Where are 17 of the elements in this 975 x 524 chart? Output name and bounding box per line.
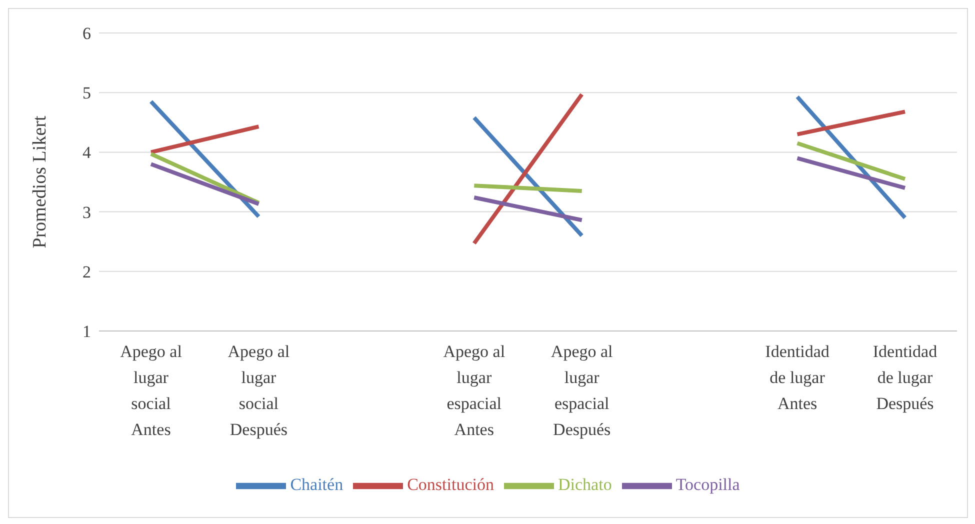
y-tick-label: 6	[82, 24, 91, 44]
y-axis-title: Promedios Likert	[30, 115, 51, 248]
y-tick-label: 5	[82, 84, 91, 103]
x-tick-label: Apego al lugar espacial Después	[550, 342, 614, 439]
y-tick-label: 2	[82, 262, 91, 282]
y-tick-label: 3	[82, 202, 91, 222]
y-tick-label: 1	[82, 322, 91, 342]
x-tick-label: Apego al lugar social Después	[228, 342, 290, 439]
legend-label: Tocopilla	[676, 474, 740, 494]
legend-label: Dichato	[558, 474, 612, 494]
x-tick-label: Apego al lugar espacial Antes	[443, 342, 506, 439]
x-tick-label: Apego al lugar social Antes	[120, 342, 182, 439]
legend-label: Constitución	[407, 474, 494, 494]
x-tick-label: Identidad de lugar Después	[872, 342, 938, 413]
legend-label: Chaitén	[290, 474, 344, 494]
x-tick-label: Identidad de lugar Antes	[765, 342, 830, 413]
y-tick-label: 4	[82, 143, 92, 162]
